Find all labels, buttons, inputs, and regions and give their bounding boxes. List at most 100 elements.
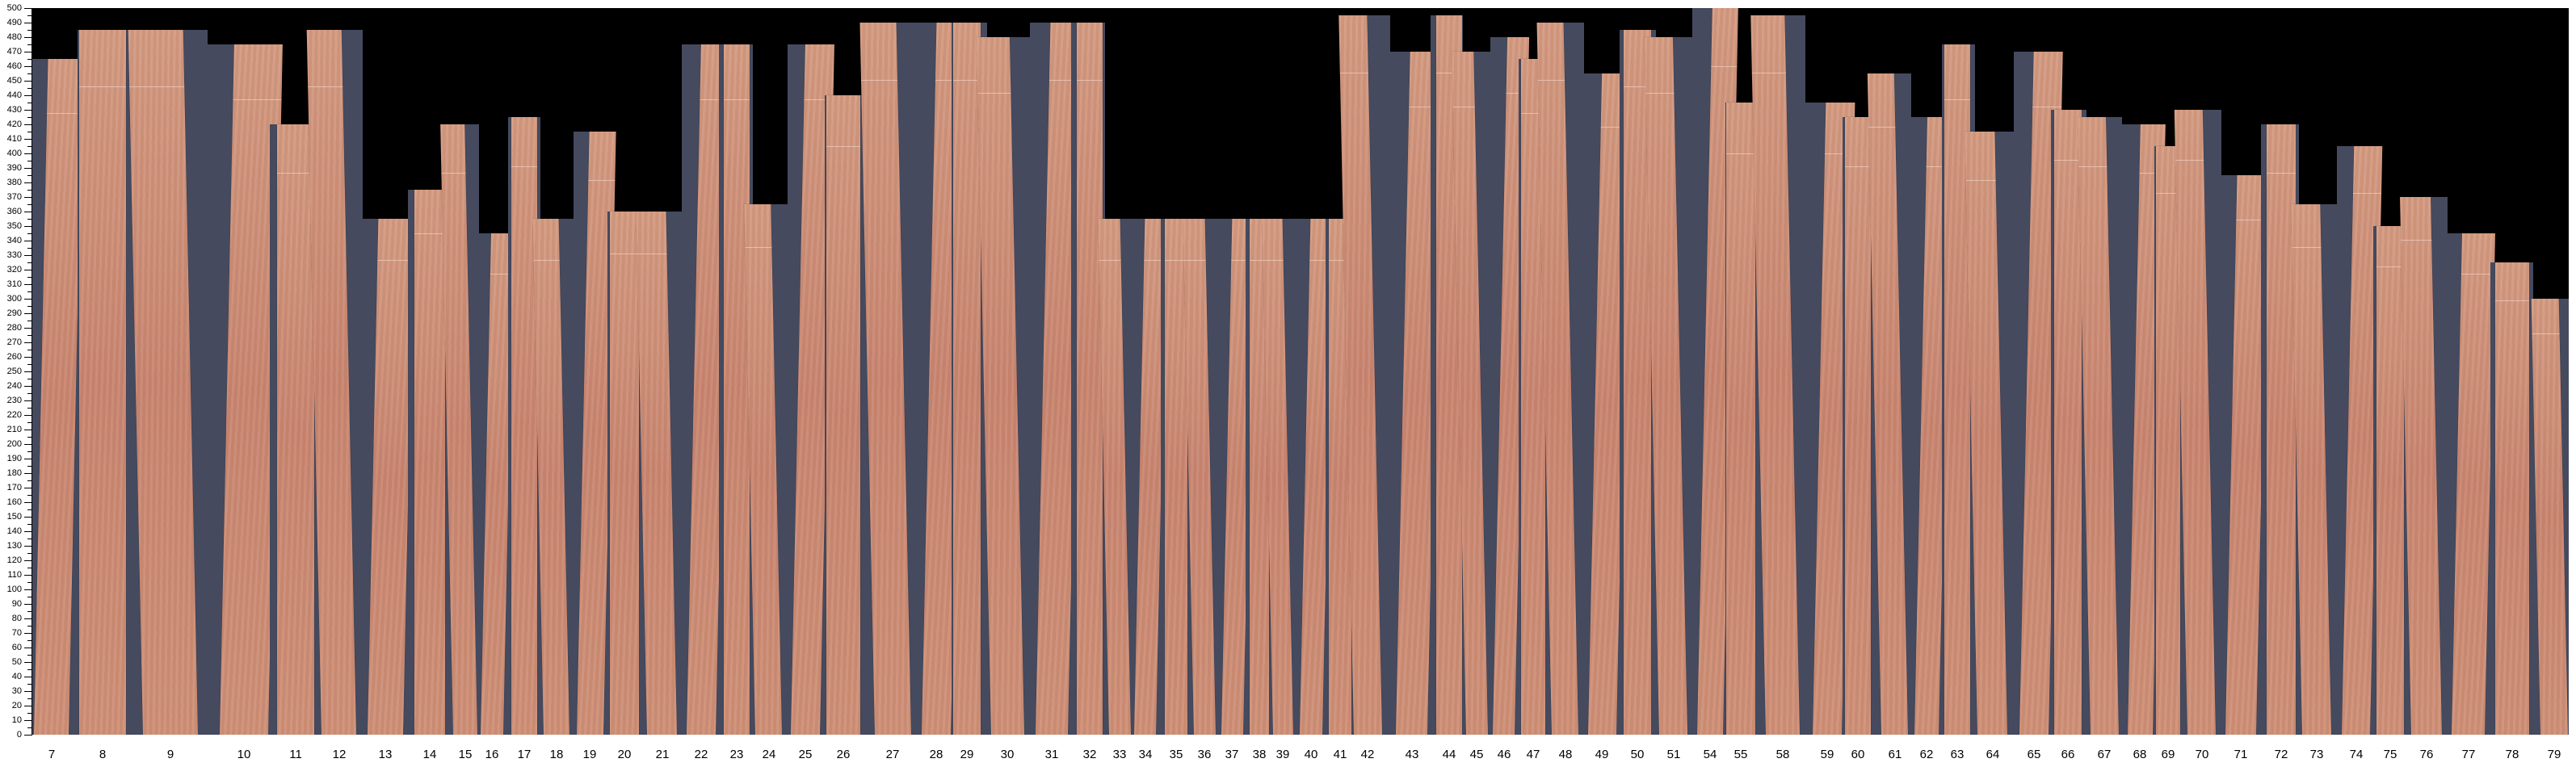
veneer-sheet-bar[interactable]	[79, 30, 126, 735]
x-tick-label: 34	[1138, 748, 1153, 761]
y-tick-label: 150	[6, 512, 22, 522]
y-tick	[24, 110, 32, 111]
plot-area	[32, 8, 2569, 735]
y-tick	[27, 190, 32, 191]
y-tick	[27, 524, 32, 525]
y-tick	[24, 386, 32, 387]
y-tick	[27, 582, 32, 583]
y-tick-label: 390	[6, 163, 22, 173]
veneer-sheet-bar[interactable]	[511, 117, 537, 735]
x-tick-label: 28	[929, 748, 943, 761]
x-tick-label: 63	[1950, 748, 1965, 761]
y-tick-label: 70	[11, 628, 22, 638]
y-tick-label: 410	[6, 134, 22, 144]
veneer-sheet-bar[interactable]	[2376, 226, 2404, 735]
y-tick	[24, 371, 32, 372]
y-tick	[24, 517, 32, 518]
veneer-sheet-bar[interactable]	[1076, 23, 1103, 735]
y-tick-label: 290	[6, 308, 22, 318]
y-tick-label: 310	[6, 279, 22, 289]
y-tick	[24, 473, 32, 474]
y-tick	[27, 88, 32, 89]
y-tick	[24, 168, 32, 169]
x-tick-label: 60	[1851, 748, 1865, 761]
x-tick-label: 15	[458, 748, 473, 761]
y-tick	[27, 30, 32, 31]
y-tick	[24, 95, 32, 96]
veneer-sheet-bar[interactable]	[1844, 117, 1872, 735]
x-tick-label: 19	[582, 748, 597, 761]
x-tick-label: 54	[1703, 748, 1717, 761]
y-tick	[24, 720, 32, 721]
y-tick	[24, 81, 32, 82]
y-tick-label: 230	[6, 396, 22, 405]
y-tick-label: 350	[6, 221, 22, 231]
x-tick-label: 18	[549, 748, 564, 761]
x-tick-label: 32	[1082, 748, 1097, 761]
y-tick-label: 260	[6, 352, 22, 362]
veneer-sheet-bar[interactable]	[952, 23, 981, 735]
veneer-sheet-bar[interactable]	[1164, 219, 1188, 735]
x-tick-label: 79	[2547, 748, 2561, 761]
y-tick-label: 280	[6, 323, 22, 333]
veneer-sheet-bar[interactable]	[414, 190, 446, 735]
y-tick	[24, 139, 32, 140]
x-tick-label: 33	[1112, 748, 1127, 761]
y-tick-label: 400	[6, 149, 22, 158]
x-tick-label: 42	[1360, 748, 1375, 761]
x-tick-label: 25	[798, 748, 813, 761]
y-tick-label: 300	[6, 294, 22, 304]
x-tick-label: 59	[1820, 748, 1834, 761]
y-tick-label: 50	[11, 657, 22, 667]
x-tick-label: 66	[2061, 748, 2075, 761]
x-tick-label: 22	[694, 748, 708, 761]
y-tick	[24, 226, 32, 227]
y-axis: 0 10 20 30 40 50 60 70 80 90 100 110 120 130 140 150 160…	[0, 0, 32, 767]
y-tick-label: 320	[6, 265, 22, 275]
x-tick-label: 13	[378, 748, 393, 761]
x-tick-label: 43	[1405, 748, 1419, 761]
x-tick-label: 44	[1442, 748, 1456, 761]
veneer-sheet-bar[interactable]	[723, 44, 750, 735]
x-tick-label: 21	[655, 748, 670, 761]
veneer-sheet-bar[interactable]	[826, 95, 861, 735]
x-tick-label: 40	[1304, 748, 1318, 761]
x-tick-label: 75	[2383, 748, 2397, 761]
x-tick-label: 47	[1526, 748, 1540, 761]
y-tick-label: 120	[6, 555, 22, 565]
x-tick-label: 71	[2234, 748, 2248, 761]
y-tick-label: 210	[6, 425, 22, 434]
veneer-sheet-bar[interactable]	[2495, 262, 2529, 735]
x-tick-label: 72	[2274, 748, 2288, 761]
x-tick-label: 50	[1630, 748, 1645, 761]
y-tick	[24, 357, 32, 358]
y-tick-label: 180	[6, 468, 22, 478]
x-tick-label: 68	[2133, 748, 2147, 761]
y-tick	[24, 8, 32, 9]
y-tick	[27, 364, 32, 365]
veneer-sheet-bar[interactable]	[2054, 110, 2082, 735]
y-tick	[27, 466, 32, 467]
veneer-sheet-bar[interactable]	[610, 212, 639, 735]
x-tick-label: 67	[2097, 748, 2112, 761]
x-tick-label: 64	[1986, 748, 2000, 761]
y-tick	[24, 735, 32, 736]
y-tick-label: 60	[11, 643, 22, 652]
x-tick-label: 70	[2195, 748, 2209, 761]
y-tick-label: 420	[6, 119, 22, 129]
y-tick-label: 330	[6, 250, 22, 260]
y-tick-label: 460	[6, 61, 22, 71]
veneer-sheet-bar[interactable]	[276, 124, 315, 735]
y-tick-label: 270	[6, 337, 22, 347]
y-tick	[27, 175, 32, 176]
y-tick-label: 130	[6, 541, 22, 551]
veneer-sheet-bar[interactable]	[1726, 103, 1755, 735]
x-tick-label: 9	[166, 748, 174, 761]
y-tick	[24, 342, 32, 343]
y-tick	[27, 146, 32, 147]
y-tick	[27, 233, 32, 234]
y-tick	[27, 422, 32, 423]
x-tick-label: 20	[617, 748, 632, 761]
x-tick-label: 46	[1497, 748, 1511, 761]
veneer-sheet-bar[interactable]	[2155, 146, 2181, 735]
